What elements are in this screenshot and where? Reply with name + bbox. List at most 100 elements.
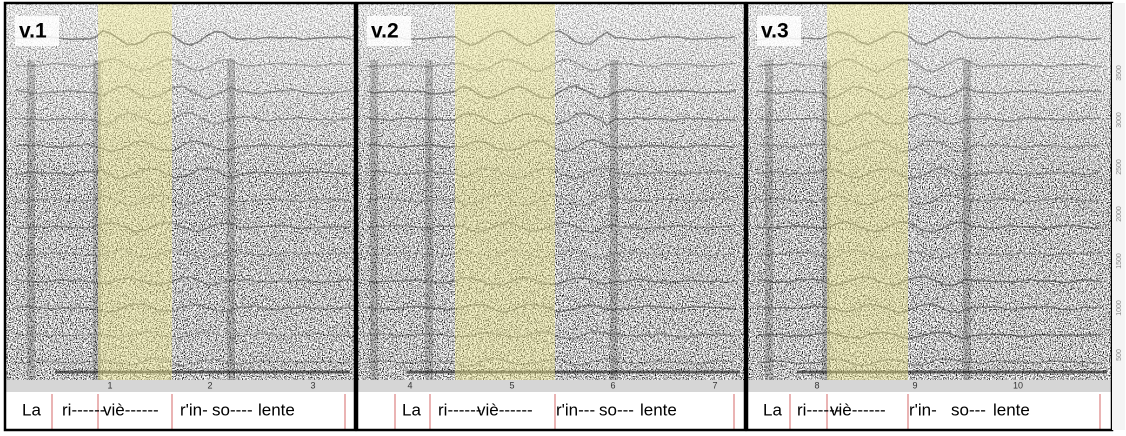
- lyric-syllable: r'in---: [556, 400, 595, 419]
- lyrics-strip: [357, 392, 745, 430]
- frequency-label: 1500: [1116, 253, 1123, 269]
- harmonic: [366, 276, 736, 286]
- harmonic: [756, 193, 1102, 206]
- harmonic: [14, 193, 352, 207]
- time-ruler: [357, 380, 745, 392]
- harmonic: [366, 84, 736, 100]
- highlight: [455, 3, 555, 430]
- harmonic: [366, 30, 736, 47]
- harmonic: [14, 330, 352, 340]
- onset-streak: [227, 60, 235, 380]
- onset-streak: [963, 60, 971, 380]
- label-box: [757, 16, 801, 46]
- lyric-syllable: r'in-: [180, 400, 208, 419]
- harmonic: [366, 58, 736, 73]
- harmonic: [14, 276, 352, 286]
- lyric-syllable: La: [22, 400, 41, 419]
- spectrogram-fade: [747, 3, 1112, 183]
- onset-streak: [822, 60, 830, 380]
- lyric-syllable: lente: [640, 400, 677, 419]
- panel-label: v.3: [761, 20, 789, 43]
- frequency-label: 500: [1116, 349, 1123, 361]
- lyric-syllable: viè------: [477, 400, 533, 419]
- spectrogram-fade: [357, 3, 745, 183]
- panel-border: [3, 1, 357, 432]
- frequency-label: 3000: [1116, 112, 1123, 128]
- onset-streak: [370, 60, 378, 380]
- lyric-syllable: so---: [599, 400, 634, 419]
- time-tick-label: 10: [1013, 380, 1023, 390]
- lyrics-strip: [747, 392, 1112, 430]
- frequency-axis: [1112, 3, 1125, 430]
- harmonic: [756, 30, 1102, 46]
- lyric-syllable: lente: [993, 400, 1030, 419]
- frequency-label: 2500: [1116, 159, 1123, 175]
- frequency-label: 1000: [1116, 300, 1123, 316]
- harmonic: [366, 111, 736, 126]
- harmonic: [14, 29, 352, 46]
- harmonic: [14, 221, 352, 233]
- harmonic: [756, 276, 1102, 287]
- panel-border: [355, 1, 747, 432]
- harmonic: [14, 85, 352, 100]
- harmonic: [14, 140, 352, 153]
- harmonic: [366, 221, 736, 234]
- onset-streak: [93, 60, 101, 380]
- time-tick-label: 5: [509, 380, 514, 390]
- harmonic: [756, 331, 1102, 340]
- frequency-label: 3500: [1116, 65, 1123, 81]
- lyrics-strip: [5, 392, 355, 430]
- time-tick-label: 1: [107, 380, 112, 390]
- harmonic: [14, 167, 352, 180]
- harmonic: [756, 58, 1102, 74]
- harmonic: [367, 166, 736, 180]
- onset-streak: [765, 60, 773, 380]
- harmonic: [366, 303, 736, 313]
- spectrogram-fade: [5, 3, 355, 183]
- lyric-syllable: ri------: [62, 400, 105, 419]
- harmonic: [14, 357, 352, 367]
- harmonic: [756, 248, 1102, 260]
- lyric-syllable: ri------: [438, 400, 481, 419]
- harmonic: [366, 138, 736, 153]
- harmonic: [756, 302, 1102, 314]
- harmonic: [366, 330, 736, 340]
- onset-streak: [27, 60, 35, 380]
- time-tick-label: 7: [712, 380, 717, 390]
- lyric-syllable: so---: [951, 400, 986, 419]
- time-tick-label: 6: [610, 380, 615, 390]
- harmonic: [756, 112, 1102, 126]
- lyric-syllable: ri------: [797, 400, 840, 419]
- panel-label: v.2: [371, 20, 399, 43]
- harmonic: [14, 111, 352, 126]
- time-tick-label: 4: [407, 380, 412, 390]
- panel-label: v.1: [19, 20, 47, 43]
- lyric-syllable: viè------: [830, 400, 886, 419]
- time-tick-label: 2: [207, 380, 212, 390]
- time-tick-label: 8: [814, 380, 819, 390]
- highlight: [827, 3, 908, 430]
- harmonic: [366, 357, 736, 367]
- harmonic: [756, 166, 1102, 180]
- harmonic: [756, 139, 1102, 153]
- lyric-syllable: viè------: [103, 400, 159, 419]
- harmonic: [14, 58, 352, 72]
- harmonic: [366, 193, 736, 207]
- lyric-syllable: so----: [212, 400, 253, 419]
- highlight: [98, 3, 172, 430]
- harmonic: [756, 358, 1102, 367]
- lyric-syllable: La: [402, 400, 421, 419]
- time-ruler: [5, 380, 355, 392]
- frequency-label: 2000: [1116, 206, 1123, 222]
- harmonic: [366, 248, 736, 260]
- lyric-syllable: lente: [258, 400, 295, 419]
- time-tick-label: 9: [912, 380, 917, 390]
- time-ruler: [747, 380, 1112, 392]
- harmonic: [14, 303, 352, 313]
- harmonic: [756, 220, 1102, 234]
- onset-streak: [425, 60, 433, 380]
- lyric-syllable: La: [763, 400, 782, 419]
- label-box: [367, 16, 411, 46]
- harmonic: [14, 248, 352, 260]
